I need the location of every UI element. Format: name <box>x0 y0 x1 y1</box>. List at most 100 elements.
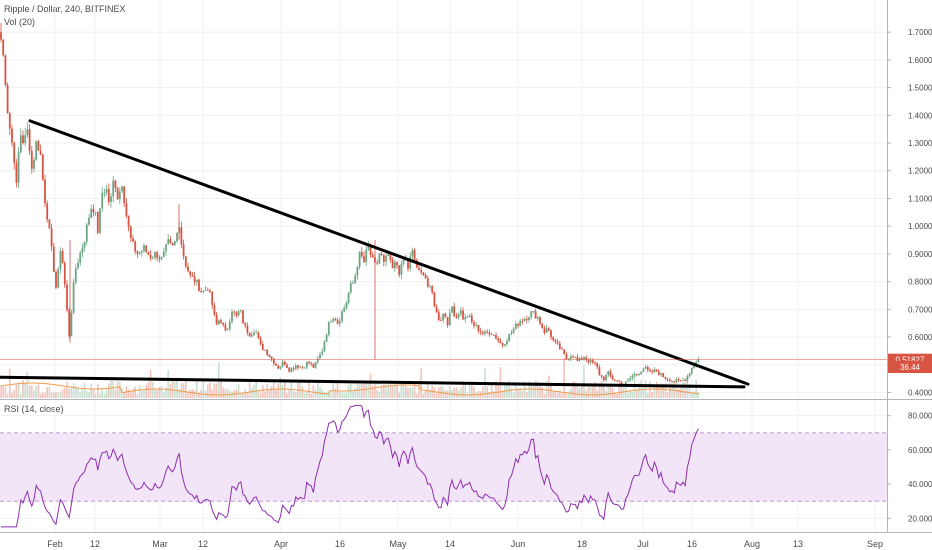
candle-body <box>488 332 491 335</box>
candle-body <box>90 208 93 218</box>
candle-body <box>402 257 405 264</box>
volume-bar <box>583 365 585 398</box>
candle-body <box>132 238 134 242</box>
volume-bar <box>409 387 411 398</box>
candle-body <box>272 358 275 364</box>
volume-bar <box>433 387 436 398</box>
volume-bar <box>622 387 625 398</box>
candle-body <box>68 310 71 337</box>
candle-body <box>365 249 368 263</box>
candle-body <box>356 266 359 276</box>
volume-bar <box>222 387 224 398</box>
volume-bar <box>79 392 81 398</box>
candle-body <box>96 211 99 233</box>
candle-body <box>112 180 115 197</box>
candle-body <box>532 311 535 312</box>
candle-body <box>462 310 464 320</box>
candle-body <box>66 284 68 311</box>
candle-body <box>147 251 150 255</box>
candle-body <box>690 367 693 374</box>
volume-bar <box>556 393 559 398</box>
volume-bar <box>446 390 449 398</box>
volume-bar <box>42 392 44 398</box>
candle-body <box>305 361 308 368</box>
volume-bar <box>66 381 68 398</box>
candle-body <box>677 379 680 381</box>
volume-bar <box>83 383 86 398</box>
candle-body <box>358 251 361 267</box>
candle-body <box>59 250 62 270</box>
volume-bar <box>629 390 631 398</box>
volume-bar <box>519 387 521 398</box>
candle-body <box>290 368 293 372</box>
candle-body <box>33 160 35 169</box>
candle-body <box>514 323 517 329</box>
rsi-y-tick-label: 80.0000 <box>908 412 932 421</box>
volume-bar <box>244 389 246 398</box>
candle-body <box>591 360 594 363</box>
candle-body <box>8 113 11 129</box>
volume-bar <box>541 386 543 398</box>
candle-body <box>92 208 95 213</box>
volume-bar <box>314 389 317 398</box>
volume-bar <box>407 387 409 398</box>
candle-body <box>545 328 548 333</box>
volume-bar <box>400 381 403 398</box>
candle-body <box>140 250 143 253</box>
volume-bar <box>374 381 376 398</box>
volume-bar <box>240 393 242 398</box>
candle-body <box>165 244 167 252</box>
rsi-indicator-label: RSI (14, close) <box>4 404 64 414</box>
volume-bar <box>306 391 308 398</box>
candle-body <box>283 361 286 365</box>
volume-bar <box>460 387 462 398</box>
volume-bar <box>295 392 297 398</box>
candle-body <box>127 215 130 227</box>
volume-bar <box>429 389 431 398</box>
candle-body <box>184 256 187 267</box>
volume-bar <box>332 380 334 398</box>
candle-body <box>136 251 139 254</box>
candle-body <box>323 341 326 352</box>
candle-body <box>506 340 508 345</box>
candle-body <box>85 224 88 242</box>
candle-body <box>547 328 550 331</box>
volume-bar <box>486 386 488 398</box>
volume-bar <box>444 390 447 398</box>
volume-bar <box>649 381 651 398</box>
volume-bar <box>310 393 312 398</box>
x-tick-label: Mar <box>152 539 168 549</box>
candle-body <box>572 356 574 358</box>
volume-bar <box>341 392 343 398</box>
volume-bar <box>22 380 24 398</box>
volume-bar <box>193 390 196 398</box>
candle-body <box>490 334 493 336</box>
volume-bar <box>86 391 88 398</box>
volume-bar <box>424 389 427 398</box>
volume-bar <box>559 391 561 398</box>
candle-body <box>470 315 473 323</box>
candle-body <box>411 250 414 257</box>
candle-body <box>611 375 614 380</box>
candle-body <box>481 332 484 334</box>
volume-bar <box>248 382 251 398</box>
candle-body <box>638 374 640 375</box>
volume-bar <box>526 392 528 398</box>
candle-body <box>334 318 337 320</box>
candle-body <box>349 282 352 293</box>
candle-body <box>74 268 77 283</box>
x-tick-label: Aug <box>744 539 760 549</box>
y-tick-label: 1.20000 <box>908 167 932 176</box>
candle-body <box>268 354 271 357</box>
volume-bar <box>99 393 101 398</box>
y-tick-label: 0.90000 <box>908 250 932 259</box>
candle-body <box>327 322 330 335</box>
candle-body <box>88 217 90 225</box>
candle-body <box>118 191 121 200</box>
volume-bar <box>97 383 99 398</box>
volume-bar <box>317 381 319 398</box>
volume-bar <box>279 377 282 398</box>
candle-body <box>13 142 16 164</box>
candle-body <box>301 366 304 368</box>
